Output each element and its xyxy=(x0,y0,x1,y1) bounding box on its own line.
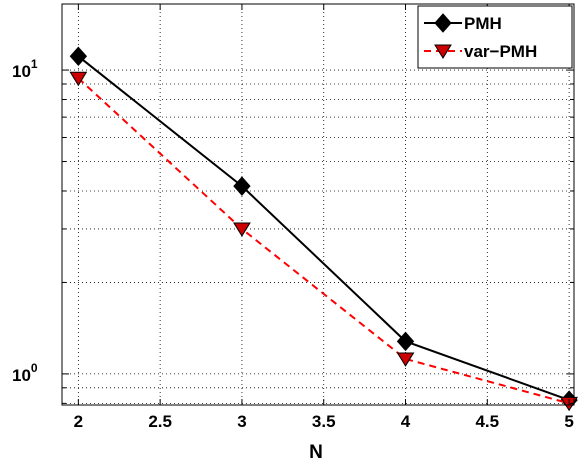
legend: PMH var−PMH xyxy=(417,5,573,69)
x-tick-label: 3.5 xyxy=(312,412,336,431)
data-point-pmh xyxy=(233,176,251,196)
plot-frame xyxy=(61,3,575,406)
series-layer xyxy=(69,46,578,412)
y-tick-base: 10 xyxy=(12,366,31,385)
grid-layer xyxy=(62,4,574,405)
series-line-var-pmh xyxy=(77,77,570,405)
series-line-pmh xyxy=(77,55,570,402)
y-tick-exponent: 1 xyxy=(31,57,38,71)
data-point-var-pmh xyxy=(233,222,251,237)
x-tick-label: 5 xyxy=(564,412,573,431)
x-tick-label: 2 xyxy=(74,412,83,431)
legend-label-var-pmh: var−PMH xyxy=(464,42,537,61)
legend-marker-var-pmh xyxy=(434,44,452,59)
x-tick-label: 4 xyxy=(401,412,411,431)
legend-label-pmh: PMH xyxy=(464,14,502,33)
y-tick-label: 101 xyxy=(12,57,38,81)
y-tick-base: 10 xyxy=(12,62,31,81)
y-tick-exponent: 0 xyxy=(31,361,38,375)
legend-marker-pmh xyxy=(434,13,452,33)
y-tick-label: 100 xyxy=(12,361,38,385)
x-axis-label: N xyxy=(309,442,323,462)
data-point-pmh xyxy=(396,331,415,352)
data-point-var-pmh xyxy=(396,352,415,367)
x-tick-label: 3 xyxy=(237,412,246,431)
x-tick-label: 2.5 xyxy=(148,412,172,431)
x-tick-label: 4.5 xyxy=(475,412,499,431)
data-point-pmh xyxy=(69,46,88,67)
data-point-var-pmh xyxy=(69,71,88,87)
